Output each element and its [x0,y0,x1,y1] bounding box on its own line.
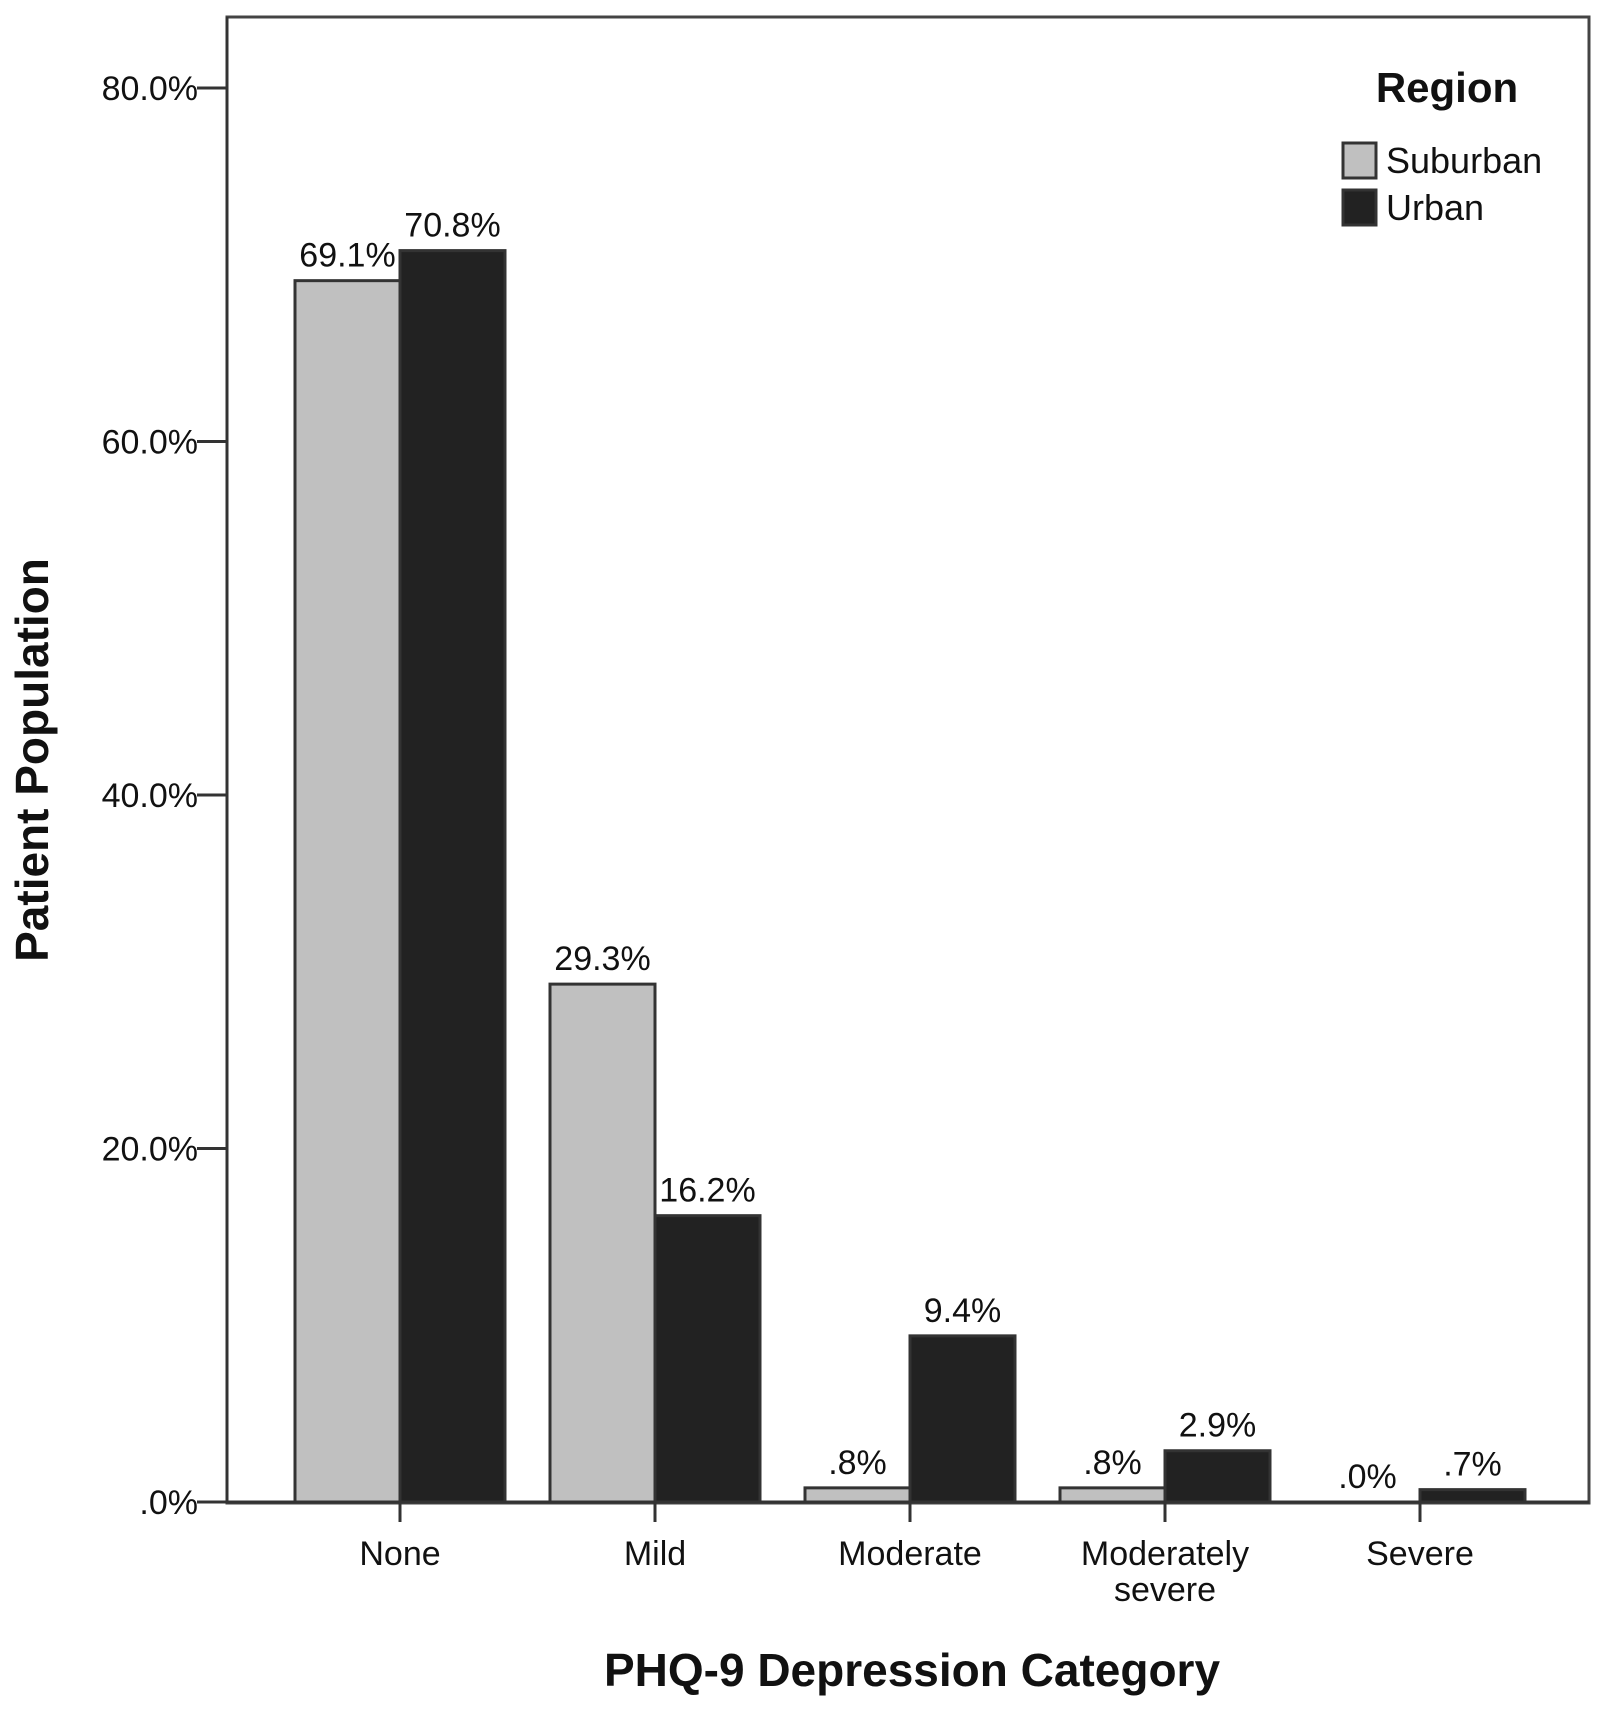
bar-urban-severe [1418,1488,1527,1504]
bar-suburban-none [293,279,402,1504]
y-axis-title: Patient Population [6,558,58,962]
data-label-suburban-severe: .0% [1338,1458,1397,1496]
bar-suburban-moderately-severe [1058,1486,1167,1504]
legend-label-suburban: Suburban [1386,140,1542,181]
legend: Region Suburban Urban [1341,64,1542,228]
data-labels-group: 69.1%70.8% 29.3% 16.2% .8% 9.4% .8% 2.9% .0% .7% [299,207,1502,1496]
bar-urban-mild [653,1214,762,1504]
bar-suburban-moderate [803,1486,912,1504]
x-axis-title: PHQ-9 Depression Category [604,1644,1220,1696]
data-label-urban-severe: .7% [1443,1446,1502,1484]
data-label-urban-moderately-severe: 2.9% [1179,1407,1257,1445]
data-label-suburban-mild: 29.3% [554,940,650,978]
bar-suburban-mild [548,982,657,1504]
data-label-urban-none: 70.8% [404,207,500,245]
x-tick-label-mild: Mild [624,1535,686,1573]
legend-title: Region [1376,64,1518,111]
y-axis: .0% 20.0% 40.0% 60.0% 80.0% [102,17,229,1522]
x-tick-label-none: None [359,1535,440,1573]
y-tick-label: 60.0% [102,424,198,462]
x-tick-label-severe: Severe [1366,1535,1474,1573]
y-tick-label: 80.0% [102,70,198,108]
data-label-suburban-moderate: .8% [828,1444,887,1482]
y-tick-label: 40.0% [102,777,198,815]
legend-label-urban: Urban [1386,187,1484,228]
bar-urban-none [398,249,507,1504]
y-tick-label: .0% [139,1484,198,1522]
bars-group [293,249,1527,1504]
legend-swatch-urban [1341,188,1378,227]
x-tick-label-moderately-severe: Moderately severe [1081,1535,1249,1609]
legend-swatch-suburban [1341,141,1378,180]
bar-urban-moderate [908,1334,1017,1504]
bar-urban-moderately-severe [1163,1449,1272,1504]
x-tick-label-moderate: Moderate [838,1535,982,1573]
data-label-urban-mild: 16.2% [659,1172,755,1210]
y-tick-label: 20.0% [102,1131,198,1169]
data-label-suburban-moderately-severe: .8% [1083,1444,1142,1482]
data-label-urban-moderate: 9.4% [924,1292,1002,1330]
x-axis: None Mild Moderate Moderately severe Severe [227,1500,1589,1609]
data-label-suburban-none: 69.1% [299,237,395,275]
